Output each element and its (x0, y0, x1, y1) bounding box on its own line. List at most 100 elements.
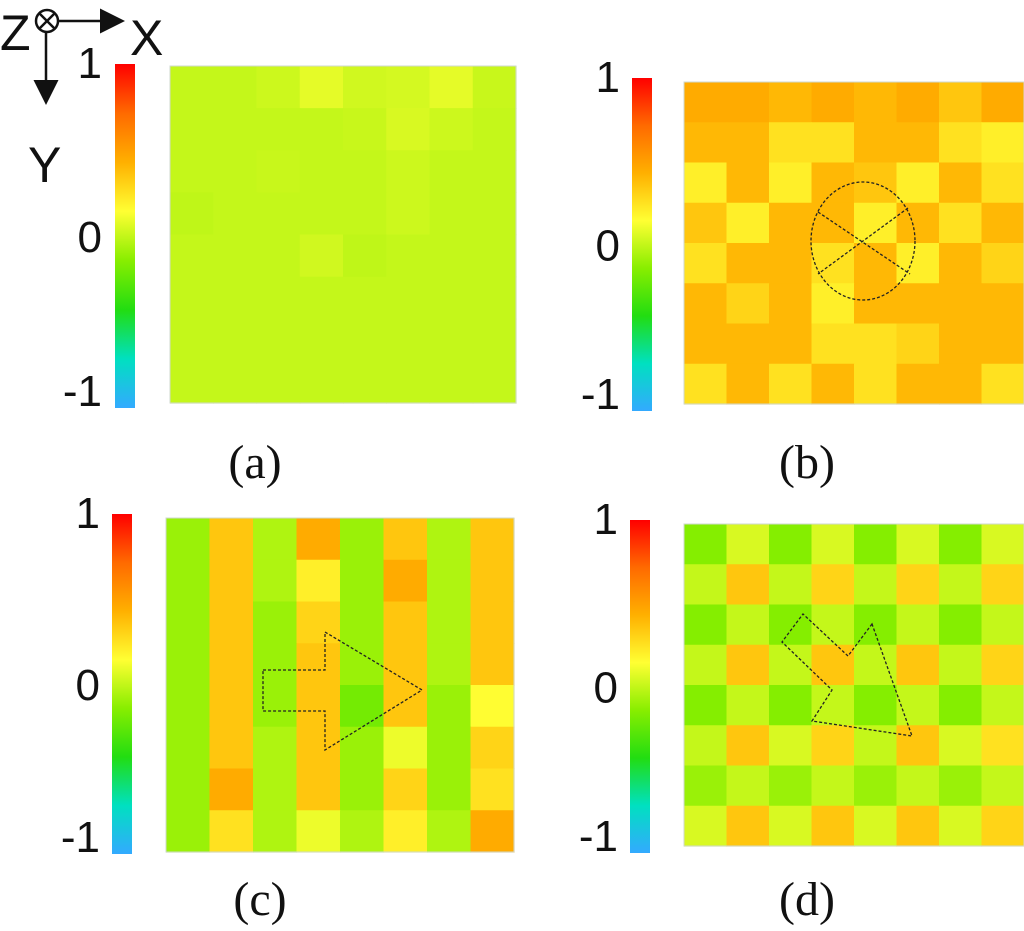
heatmap-cell (209, 643, 254, 686)
heatmap-cell (896, 162, 940, 204)
heatmap-cell (340, 643, 385, 686)
heatmap-cell (166, 601, 211, 644)
heatmap-cell (896, 604, 940, 646)
heatmap-cell (726, 685, 770, 726)
heatmap-cell (470, 726, 515, 770)
heatmap-cell (726, 765, 770, 807)
heatmap-cell (811, 323, 855, 365)
heatmap-cell (684, 243, 728, 284)
heatmap-cell (939, 162, 983, 204)
heatmap-cell (684, 363, 728, 405)
heatmap-cell (811, 685, 855, 726)
heatmap-cell (939, 725, 983, 767)
panel-caption: (c) (233, 873, 286, 926)
heatmap-cell (896, 765, 940, 807)
heatmap-cell (981, 283, 1024, 325)
heatmap-cell (213, 66, 258, 109)
colorbar-tick-label: 0 (78, 213, 102, 262)
heatmap-cell (383, 685, 428, 728)
heatmap-cell (896, 564, 940, 606)
heatmap-cell (386, 192, 431, 236)
heatmap-cell (896, 122, 940, 164)
heatmap-cell (256, 276, 301, 320)
heatmap-cell (470, 768, 515, 811)
heatmap-cell (170, 360, 214, 404)
heatmap-cell (981, 765, 1024, 807)
heatmap-cell (170, 108, 214, 151)
heatmap-cell (343, 276, 387, 320)
heatmap-cell (256, 66, 301, 109)
heatmap-cell (939, 202, 983, 244)
heatmap-cell (896, 805, 940, 847)
heatmap-cell (981, 162, 1024, 204)
heatmap-cell (854, 765, 898, 807)
heatmap-cell (726, 283, 770, 325)
heatmap-cell (854, 564, 898, 606)
heatmap-cell (296, 768, 341, 811)
heatmap-cell (296, 726, 341, 770)
colorbar-tick-label: -1 (61, 813, 100, 862)
heatmap-cell (209, 518, 254, 561)
heatmap-cell (253, 685, 298, 728)
heatmap-cell (296, 559, 341, 603)
heatmap-cell (769, 765, 813, 807)
heatmap-cell (939, 243, 983, 284)
heatmap-cell (299, 360, 344, 404)
heatmap-cell (854, 805, 898, 847)
heatmap-cell (343, 192, 387, 236)
heatmap-cell (427, 559, 472, 603)
heatmap-cell (429, 276, 474, 320)
heatmap-cell (684, 524, 728, 565)
heatmap-cell (854, 604, 898, 646)
heatmap-cell (427, 810, 472, 853)
heatmap-cell (811, 82, 855, 123)
heatmap-cell (811, 765, 855, 807)
heatmap-cell (166, 726, 211, 770)
heatmap-cell (811, 805, 855, 847)
heatmap-cell (472, 192, 517, 236)
heatmap-cell (769, 243, 813, 284)
heatmap-cell (343, 150, 387, 193)
heatmap-cell (296, 518, 341, 561)
heatmap-cell (896, 363, 940, 405)
heatmap-cell (383, 768, 428, 811)
heatmap-cell (981, 323, 1024, 365)
heatmap-cell (253, 643, 298, 686)
heatmap-cell (854, 524, 898, 565)
heatmap-cell (213, 192, 258, 236)
heatmap-cell (166, 518, 211, 561)
heatmap-cell (769, 685, 813, 726)
heatmap-cell (170, 318, 214, 362)
heatmap-cell (896, 725, 940, 767)
heatmap-cell (470, 643, 515, 686)
heatmap-cell (939, 604, 983, 646)
heatmap-cell (343, 318, 387, 362)
heatmap-cell (981, 604, 1024, 646)
heatmap-cell (296, 601, 341, 644)
heatmap-cell (939, 524, 983, 565)
heatmap-cell (213, 234, 258, 278)
heatmap-cell (296, 643, 341, 686)
heatmap-cell (981, 363, 1024, 405)
heatmap-cell (854, 243, 898, 284)
heatmap-cell (472, 66, 517, 109)
heatmap-cell (166, 685, 211, 728)
heatmap-cell (256, 108, 301, 151)
panel-caption: (d) (779, 873, 835, 926)
heatmap-cell (213, 276, 258, 320)
heatmap-cell (939, 122, 983, 164)
heatmap-cell (684, 644, 728, 686)
heatmap-cell (769, 644, 813, 686)
heatmap-border (165, 517, 515, 853)
colorbar-tick-label: 1 (596, 53, 620, 102)
heatmap-cell (299, 66, 344, 109)
heatmap-cell (256, 318, 301, 362)
heatmap-cell (684, 202, 728, 244)
colorbar-a (115, 64, 135, 408)
colorbar-tick-label: 0 (596, 222, 620, 271)
heatmap-cell (170, 150, 214, 193)
heatmap-cell (896, 82, 940, 123)
heatmap-cell (981, 82, 1024, 123)
heatmap-cell (981, 805, 1024, 847)
heatmap-cell (256, 192, 301, 236)
